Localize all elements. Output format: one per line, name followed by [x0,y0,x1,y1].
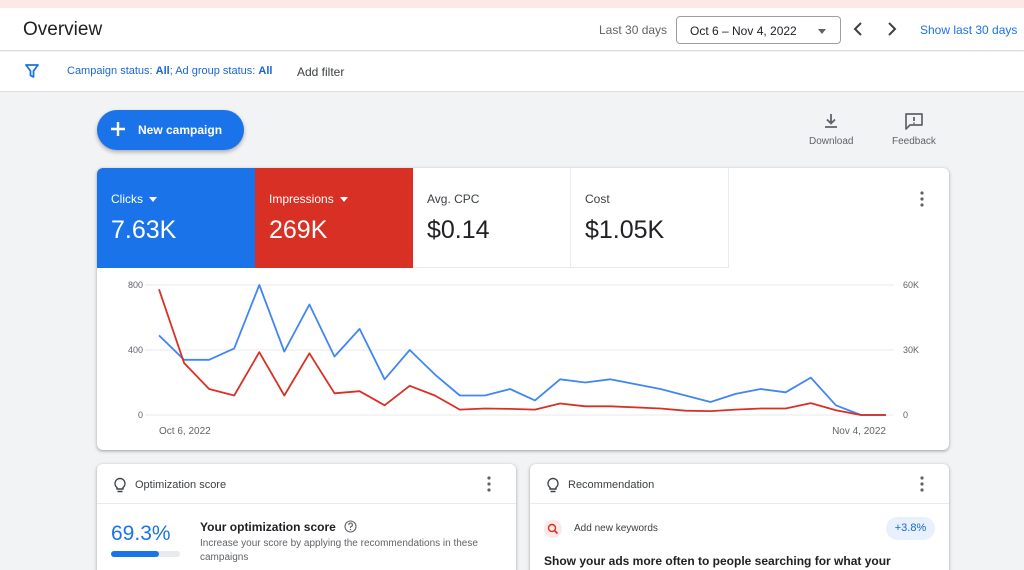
metric-cost-label: Cost [585,192,610,206]
new-campaign-button[interactable]: New campaign [97,110,244,150]
feedback-label: Feedback [892,136,936,147]
date-range-label: Last 30 days [599,23,668,37]
metric-cost[interactable]: Cost $1.05K [571,168,729,268]
y-left-tick-label: 0 [138,410,143,420]
search-keyword-icon [544,520,562,538]
show-last-30-days-link[interactable]: Show last 30 days [920,23,1018,37]
optimization-description: Increase your score by applying the reco… [200,538,478,563]
active-filters[interactable]: Campaign status: All; Ad group status: A… [67,65,272,77]
filter-bar: Campaign status: All; Ad group status: A… [0,52,1024,92]
plus-icon [111,122,125,136]
download-button[interactable]: Download [809,112,853,147]
chevron-right-icon[interactable] [882,18,902,40]
feedback-icon [905,113,923,130]
ad-group-status-label: ; Ad group status: [169,65,259,77]
y-right-tick-label: 60K [903,280,919,290]
caret-down-icon [818,29,826,34]
caret-down-icon [149,197,157,203]
filter-icon[interactable] [24,63,40,79]
recommendation-text: Show your ads more often to people searc… [544,554,891,568]
date-range-value: Oct 6 – Nov 4, 2022 [690,24,797,38]
optimization-score-card: Optimization score 69.3% Your optimizati… [97,464,516,570]
y-right-tick-label: 0 [903,410,908,420]
impressions-series-line [158,289,886,416]
recommendation-card-title: Recommendation [568,479,655,491]
metric-impressions-label: Impressions [269,192,334,206]
performance-card: Clicks 7.63K Impressions 269K Avg. CPC $… [97,168,949,450]
optimization-score-value: 69.3% [111,522,171,545]
performance-chart: 0 0 400 30K 800 60K Oct 6, 2022 Nov 4, 2022 [128,280,919,437]
date-range-select[interactable]: Oct 6 – Nov 4, 2022 [676,16,841,44]
metric-avg-cpc-label: Avg. CPC [427,192,480,206]
recommendation-card: Recommendation Add new keywords +3.8% Sh… [530,464,949,570]
more-vert-icon[interactable] [486,476,492,492]
metric-clicks-value: 7.63K [111,216,177,244]
metric-clicks[interactable]: Clicks 7.63K [97,168,255,268]
clicks-series-line [158,284,886,416]
new-campaign-label: New campaign [138,123,223,137]
recommendation-uplift-badge: +3.8% [886,517,935,540]
optimization-score-fill [111,551,159,557]
campaign-status-value: All [155,65,170,77]
metric-avg-cpc-value: $0.14 [427,216,490,244]
recommendation-card-header: Recommendation [530,464,949,504]
x-end-label: Nov 4, 2022 [832,426,886,437]
download-icon [825,114,838,128]
lightbulb-icon [114,477,126,493]
metric-clicks-label: Clicks [111,192,143,206]
help-icon[interactable] [344,520,357,533]
page-title: Overview [23,19,103,40]
optimization-card-title: Optimization score [135,479,227,491]
optimization-score-bar [111,551,180,557]
add-filter-button[interactable]: Add filter [297,65,345,79]
download-label: Download [809,136,854,147]
header-bar: Overview Last 30 days Oct 6 – Nov 4, 202… [0,8,1024,51]
optimization-card-header: Optimization score [97,464,516,504]
ad-group-status-value: All [258,65,273,77]
optimization-heading: Your optimization score [200,520,336,534]
recommendation-keyword-label: Add new keywords [574,523,658,534]
campaign-status-label: Campaign status: [67,65,156,77]
x-start-label: Oct 6, 2022 [159,426,211,437]
top-stripe [0,0,1024,8]
feedback-button[interactable]: Feedback [892,112,936,147]
more-vert-icon[interactable] [919,476,925,492]
y-left-tick-label: 800 [128,280,143,290]
caret-down-icon [339,197,348,203]
more-vert-icon[interactable] [919,191,925,207]
metric-avg-cpc[interactable]: Avg. CPC $0.14 [413,168,571,268]
lightbulb-icon [547,477,559,493]
y-left-tick-label: 400 [128,345,143,355]
chevron-left-icon[interactable] [848,18,868,40]
metric-impressions-value: 269K [269,216,328,244]
metric-impressions[interactable]: Impressions 269K [255,168,413,268]
y-right-tick-label: 30K [903,345,919,355]
metric-cost-value: $1.05K [585,216,665,244]
